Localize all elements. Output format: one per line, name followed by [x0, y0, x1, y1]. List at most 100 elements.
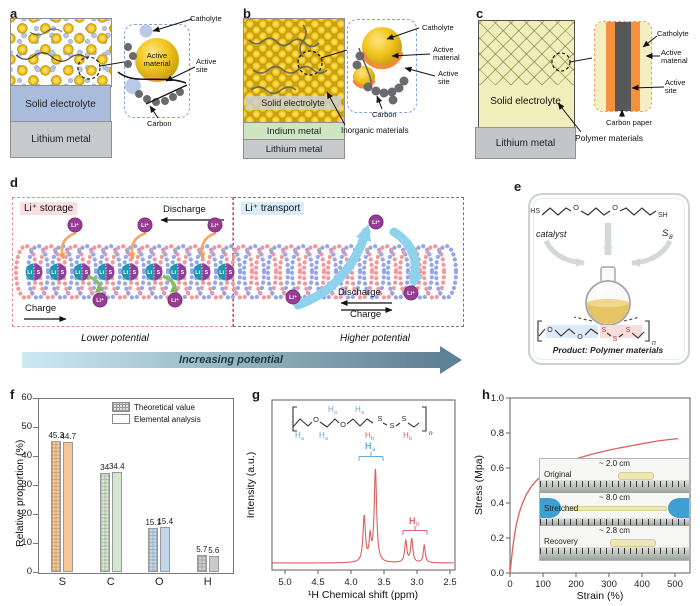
higher-potential-label: Higher potential — [339, 333, 411, 344]
recovery-length: ~ 2.8 cm — [599, 526, 630, 536]
catholyte-stripe — [640, 22, 651, 111]
legend-swatch-hatch — [112, 402, 130, 412]
bar-value-label: 34 — [100, 463, 110, 473]
lithium-metal-label: Lithium metal — [265, 143, 323, 155]
legend-label: Elemental analysis — [134, 414, 201, 424]
stretched-length: ~ 8.0 cm — [599, 492, 630, 502]
y-tick-mark — [33, 398, 38, 400]
active-site-label: Active site — [196, 57, 217, 75]
panel-h: h Stress (Mpa) Strain (%) 0.0 0.2 0.4 0.6 0.… — [470, 385, 700, 606]
active-site-label: Active site — [438, 69, 459, 87]
hb-peak-annotation: H b — [402, 516, 428, 535]
y-tick-label: 30 — [21, 479, 32, 490]
oxygen-label: O — [313, 415, 319, 424]
y-tick-label: 40 — [21, 450, 32, 461]
lower-potential-label: Lower potential — [81, 333, 149, 344]
bar-C-theoretical — [99, 473, 110, 572]
x-tick-label: 5.0 — [278, 577, 291, 588]
increasing-potential-label: Increasing potential — [179, 354, 283, 366]
y-tick-label: 0 — [26, 566, 32, 577]
x-category-label: O — [154, 576, 164, 588]
svg-text:a: a — [361, 410, 365, 416]
sulfur-label: S — [389, 421, 394, 430]
plot-frame — [271, 399, 456, 571]
x-tick-label: 400 — [634, 579, 650, 590]
oxygen-label: O — [340, 420, 346, 429]
photo-inset: ~ 2.0 cm Original ~ 8.0 cm Stretched ~ 2… — [539, 458, 690, 561]
sulfur-label: S — [377, 414, 382, 423]
solid-electrolyte-label: Solid electrolyte — [25, 98, 96, 110]
svg-text:H: H — [319, 431, 325, 440]
x-tick-label: 300 — [601, 579, 617, 590]
svg-text:H: H — [409, 516, 416, 526]
axis-ticks: 5.0 4.5 4.0 3.5 3.0 2.5 — [272, 468, 457, 588]
y-tick-mark — [33, 485, 38, 487]
x-tick-label: 500 — [667, 579, 683, 590]
y-axis-title: Intensity (a.u.) — [245, 452, 257, 519]
catholyte-label: Catholyte — [422, 23, 454, 32]
nmr-curve — [272, 468, 454, 564]
svg-text:H: H — [365, 431, 371, 440]
svg-text:H: H — [295, 431, 301, 440]
recovery-photo: ~ 2.8 cm Recovery — [540, 526, 689, 560]
y-tick-label: 1.0 — [491, 393, 504, 404]
x-axis-title: Strain (%) — [577, 590, 624, 602]
crosshatch-texture — [479, 21, 574, 85]
svg-text:H: H — [403, 431, 409, 440]
svg-text:H: H — [365, 441, 372, 451]
svg-text:b: b — [409, 436, 412, 442]
li-transport-box — [233, 197, 464, 327]
panel-f: f Relative proportion (%) Theoretical va… — [0, 385, 240, 606]
y-tick-label: 50 — [21, 421, 32, 432]
active-material-label: Active material — [433, 45, 460, 63]
active-material-stripe — [631, 22, 640, 111]
x-tick-label: 3.5 — [377, 577, 390, 588]
carbon-paper-stripe — [615, 22, 631, 111]
y-tick-label: 0.4 — [491, 498, 504, 509]
recovery-label: Recovery — [544, 537, 578, 547]
solid-electrolyte-layer: Solid electrolyte — [10, 85, 111, 123]
zoom-inset — [347, 19, 417, 113]
catholyte-label: Catholyte — [657, 29, 689, 38]
x-tick-label: 3.0 — [410, 577, 423, 588]
bar-C-elemental — [111, 472, 122, 572]
sulfur-label: S — [401, 414, 406, 423]
solid-electrolyte-band: Solid electrolyte — [245, 96, 341, 110]
carbon-label: Carbon — [372, 110, 397, 119]
lithium-metal-layer: Lithium metal — [475, 127, 576, 159]
lithium-metal-label: Lithium metal — [31, 134, 91, 145]
bar-value-label: 5.7 — [196, 545, 208, 555]
panel-b-letter: b — [243, 6, 251, 21]
catholyte-stripe — [595, 22, 606, 111]
ha-peak-annotation: H a — [358, 441, 384, 461]
zoom-inset — [594, 21, 652, 112]
legend-item: Theoretical value — [112, 402, 201, 412]
original-length: ~ 2.0 cm — [599, 459, 630, 468]
polymer-structure — [292, 406, 427, 432]
svg-text:a: a — [325, 436, 329, 442]
y-tick-mark — [33, 572, 38, 574]
y-tick-label: 0.6 — [491, 463, 504, 474]
x-axis-title: ¹H Chemical shift (ppm) — [308, 589, 418, 601]
legend-swatch-solid — [112, 414, 130, 424]
discharge-label: Discharge — [338, 287, 381, 298]
original-photo: ~ 2.0 cm Original — [540, 459, 689, 493]
svg-text:a: a — [334, 410, 338, 416]
lithium-metal-label: Lithium metal — [495, 137, 556, 149]
bar-O-elemental — [160, 527, 171, 572]
panel-g: g Intensity (a.u.) ¹H Chemical shift (pp… — [240, 385, 470, 606]
catholyte-label: Catholyte — [190, 14, 222, 23]
bar-chart-plot-area — [38, 398, 234, 574]
panel-c: c Solid electrolyte Lithium metal — [466, 0, 700, 175]
panel-d: d Li⁺ storage Li⁺ transport Discharge Ch… — [0, 175, 512, 390]
ruler — [540, 479, 689, 493]
charge-label: Charge — [350, 309, 382, 320]
carbon-paper-label: Carbon paper — [606, 118, 652, 127]
bar-H-elemental — [208, 555, 219, 572]
x-category-label: C — [106, 576, 115, 588]
y-tick-mark — [33, 543, 38, 545]
polymer-sample-stretched — [564, 505, 667, 511]
x-tick-label: 0 — [507, 579, 512, 590]
active-material-label: Active material — [143, 51, 171, 69]
